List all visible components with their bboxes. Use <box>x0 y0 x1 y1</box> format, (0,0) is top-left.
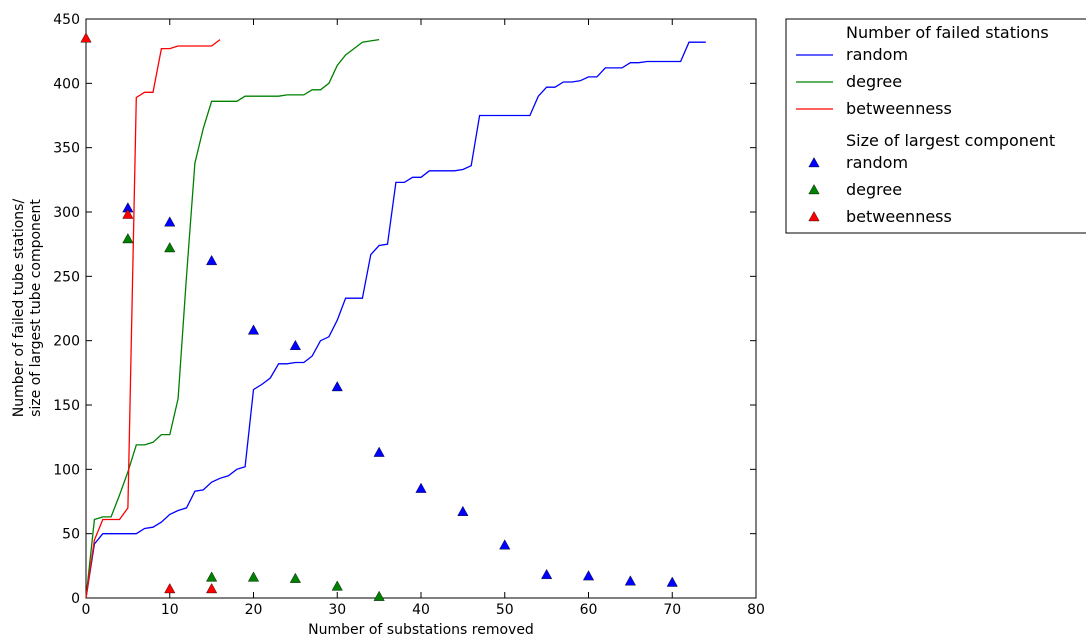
y-tick-label: 450 <box>53 12 80 28</box>
legend-heading-component: Size of largest component <box>846 131 1055 150</box>
marker-random <box>289 339 301 350</box>
legend-frame <box>785 18 1086 234</box>
legend-marker-random <box>808 157 820 168</box>
marker-degree <box>289 572 301 583</box>
marker-degree <box>373 590 385 601</box>
x-tick-label: 30 <box>328 602 346 618</box>
x-tick-label: 40 <box>412 602 430 618</box>
marker-random <box>582 570 595 581</box>
marker-betweenness <box>206 583 218 594</box>
y-tick-label: 250 <box>53 269 80 285</box>
marker-degree <box>164 242 176 253</box>
y-tick-label: 300 <box>53 205 80 221</box>
x-tick-label: 80 <box>747 602 765 618</box>
marker-random <box>206 254 218 266</box>
x-tick-label: 20 <box>245 602 263 618</box>
marker-random <box>247 324 260 335</box>
x-tick-label: 70 <box>663 602 681 618</box>
marker-betweenness <box>164 583 176 594</box>
x-tick-label: 50 <box>496 602 514 618</box>
y-tick-label: 100 <box>53 462 80 478</box>
x-tick-label: 10 <box>161 602 179 618</box>
marker-degree <box>247 571 260 582</box>
y-tick-label: 50 <box>62 527 80 543</box>
marker-random <box>499 539 511 550</box>
legend-entries: random degree betweenness random degree betwe… <box>796 45 952 226</box>
y-axis-label: Number of failed tube stations/ size of … <box>11 199 44 418</box>
marker-random <box>541 568 553 579</box>
legend-entry-betweenness: betweenness <box>846 207 952 226</box>
plot-frame <box>85 18 757 599</box>
series-line-betweenness <box>85 39 221 599</box>
legend-marker-betweenness <box>808 211 820 222</box>
marker-random <box>457 505 469 516</box>
marker-degree <box>122 233 134 244</box>
marker-random <box>164 216 176 227</box>
marker-random <box>624 575 636 586</box>
legend: Number of failed stations Size of larges… <box>785 18 1086 234</box>
legend-entry-random: random <box>846 45 908 64</box>
series-line-degree <box>85 38 380 599</box>
axis-ticks: 0 10 20 30 40 50 60 70 80 0 50 100 150 200 250 300 350 40… <box>53 12 765 618</box>
y-axis-label-line-2: size of largest tube component <box>28 199 44 417</box>
legend-marker-degree <box>808 184 820 195</box>
x-tick-label: 60 <box>580 602 598 618</box>
legend-entry-betweenness: betweenness <box>846 99 952 118</box>
marker-betweenness <box>122 208 134 219</box>
plot-series <box>80 32 706 601</box>
legend-entry-degree: degree <box>846 180 902 199</box>
marker-random <box>373 446 385 457</box>
legend-entry-random: random <box>846 153 908 172</box>
series-line-random <box>85 41 706 599</box>
x-tick-label: 0 <box>82 602 91 618</box>
y-axis-label-line-1: Number of failed tube stations/ <box>11 199 27 418</box>
marker-random <box>331 381 343 392</box>
x-axis-label: Number of substations removed <box>308 622 534 637</box>
marker-betweenness <box>80 32 92 43</box>
y-tick-label: 0 <box>71 591 80 607</box>
marker-random <box>415 482 427 493</box>
marker-degree <box>206 571 218 582</box>
legend-entry-degree: degree <box>846 72 902 91</box>
y-tick-label: 400 <box>53 76 80 92</box>
axes-area: 0 10 20 30 40 50 60 70 80 0 50 100 150 200 250 300 350 40… <box>53 12 765 618</box>
marker-degree <box>331 580 343 591</box>
y-tick-label: 350 <box>53 141 80 157</box>
legend-heading-failed: Number of failed stations <box>846 23 1049 42</box>
y-tick-label: 200 <box>53 334 80 350</box>
y-tick-label: 150 <box>53 398 80 414</box>
marker-random <box>666 576 678 587</box>
